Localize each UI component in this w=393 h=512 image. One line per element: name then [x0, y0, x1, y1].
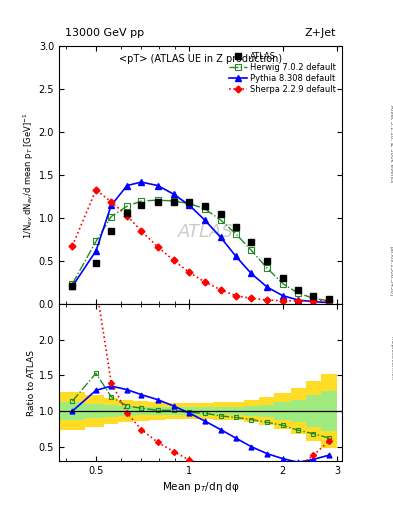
ATLAS — [202, 203, 207, 209]
Y-axis label: Ratio to ATLAS: Ratio to ATLAS — [27, 350, 36, 416]
Pythia 8.308 default — [109, 202, 114, 208]
Sherpa 2.2.9 default — [249, 295, 253, 302]
Sherpa 2.2.9 default — [139, 228, 144, 234]
Sherpa 2.2.9 default — [94, 187, 98, 193]
Pythia 8.308 default — [249, 270, 253, 276]
ATLAS — [125, 210, 129, 216]
ATLAS — [94, 260, 98, 266]
Herwig 7.0.2 default — [139, 198, 144, 204]
ATLAS — [171, 199, 176, 205]
Pythia 8.308 default — [327, 300, 332, 306]
ATLAS — [327, 296, 332, 302]
Sherpa 2.2.9 default — [265, 297, 270, 303]
Pythia 8.308 default — [94, 248, 98, 254]
Sherpa 2.2.9 default — [233, 293, 238, 299]
Herwig 7.0.2 default — [233, 230, 238, 237]
Herwig 7.0.2 default — [218, 217, 223, 223]
Pythia 8.308 default — [171, 191, 176, 197]
Pythia 8.308 default — [202, 217, 207, 223]
Herwig 7.0.2 default — [202, 206, 207, 212]
Sherpa 2.2.9 default — [171, 258, 176, 264]
Herwig 7.0.2 default — [155, 197, 160, 203]
Sherpa 2.2.9 default — [70, 243, 75, 249]
Herwig 7.0.2 default — [171, 198, 176, 204]
ATLAS — [187, 199, 192, 205]
Sherpa 2.2.9 default — [327, 298, 332, 304]
Pythia 8.308 default — [281, 293, 285, 299]
Herwig 7.0.2 default — [249, 247, 253, 253]
Y-axis label: 1/N$_{ev}$ dN$_{ev}$/d mean p$_T$ [GeV]$^{-1}$: 1/N$_{ev}$ dN$_{ev}$/d mean p$_T$ [GeV]$… — [21, 112, 36, 239]
Sherpa 2.2.9 default — [187, 269, 192, 275]
ATLAS — [109, 228, 114, 234]
ATLAS — [249, 239, 253, 245]
Pythia 8.308 default — [125, 182, 129, 188]
Sherpa 2.2.9 default — [296, 298, 301, 304]
Pythia 8.308 default — [70, 283, 75, 289]
ATLAS — [218, 211, 223, 217]
Pythia 8.308 default — [265, 284, 270, 290]
Pythia 8.308 default — [187, 202, 192, 208]
Herwig 7.0.2 default — [94, 239, 98, 245]
Herwig 7.0.2 default — [125, 203, 129, 209]
Pythia 8.308 default — [233, 253, 238, 259]
Text: mcplots.cern.ch: mcplots.cern.ch — [389, 336, 393, 380]
Herwig 7.0.2 default — [109, 214, 114, 220]
Sherpa 2.2.9 default — [202, 279, 207, 285]
Pythia 8.308 default — [155, 182, 160, 188]
Pythia 8.308 default — [311, 298, 316, 305]
ATLAS — [233, 224, 238, 230]
Herwig 7.0.2 default — [70, 281, 75, 287]
Sherpa 2.2.9 default — [125, 212, 129, 219]
Herwig 7.0.2 default — [187, 201, 192, 207]
ATLAS — [155, 199, 160, 205]
Herwig 7.0.2 default — [265, 265, 270, 271]
Line: ATLAS: ATLAS — [70, 199, 332, 302]
ATLAS — [265, 258, 270, 264]
Pythia 8.308 default — [218, 234, 223, 240]
Text: 13000 GeV pp: 13000 GeV pp — [64, 28, 144, 38]
Sherpa 2.2.9 default — [281, 298, 285, 304]
Herwig 7.0.2 default — [281, 281, 285, 287]
ATLAS — [296, 287, 301, 293]
ATLAS — [311, 293, 316, 299]
Sherpa 2.2.9 default — [109, 199, 114, 205]
Text: [arXiv:1306.3436]: [arXiv:1306.3436] — [389, 246, 393, 296]
Herwig 7.0.2 default — [311, 295, 316, 302]
Text: Rivet 3.1.10, ≥ 300k events: Rivet 3.1.10, ≥ 300k events — [389, 105, 393, 182]
ATLAS — [139, 202, 144, 208]
Sherpa 2.2.9 default — [311, 298, 316, 304]
ATLAS — [70, 283, 75, 289]
Text: ATLAS: ATLAS — [178, 223, 234, 241]
Text: <pT> (ATLAS UE in Z production): <pT> (ATLAS UE in Z production) — [119, 54, 282, 64]
Line: Pythia 8.308 default: Pythia 8.308 default — [70, 179, 332, 305]
Herwig 7.0.2 default — [296, 290, 301, 296]
Pythia 8.308 default — [139, 179, 144, 185]
Sherpa 2.2.9 default — [155, 244, 160, 250]
Legend: ATLAS, Herwig 7.0.2 default, Pythia 8.308 default, Sherpa 2.2.9 default: ATLAS, Herwig 7.0.2 default, Pythia 8.30… — [227, 50, 338, 96]
Pythia 8.308 default — [296, 297, 301, 303]
Sherpa 2.2.9 default — [218, 287, 223, 293]
X-axis label: Mean p$_{T}$/dη dφ: Mean p$_{T}$/dη dφ — [162, 480, 239, 494]
ATLAS — [281, 275, 285, 282]
Line: Sherpa 2.2.9 default: Sherpa 2.2.9 default — [70, 187, 332, 303]
Herwig 7.0.2 default — [327, 298, 332, 304]
Line: Herwig 7.0.2 default: Herwig 7.0.2 default — [70, 197, 332, 304]
Text: Z+Jet: Z+Jet — [305, 28, 336, 38]
